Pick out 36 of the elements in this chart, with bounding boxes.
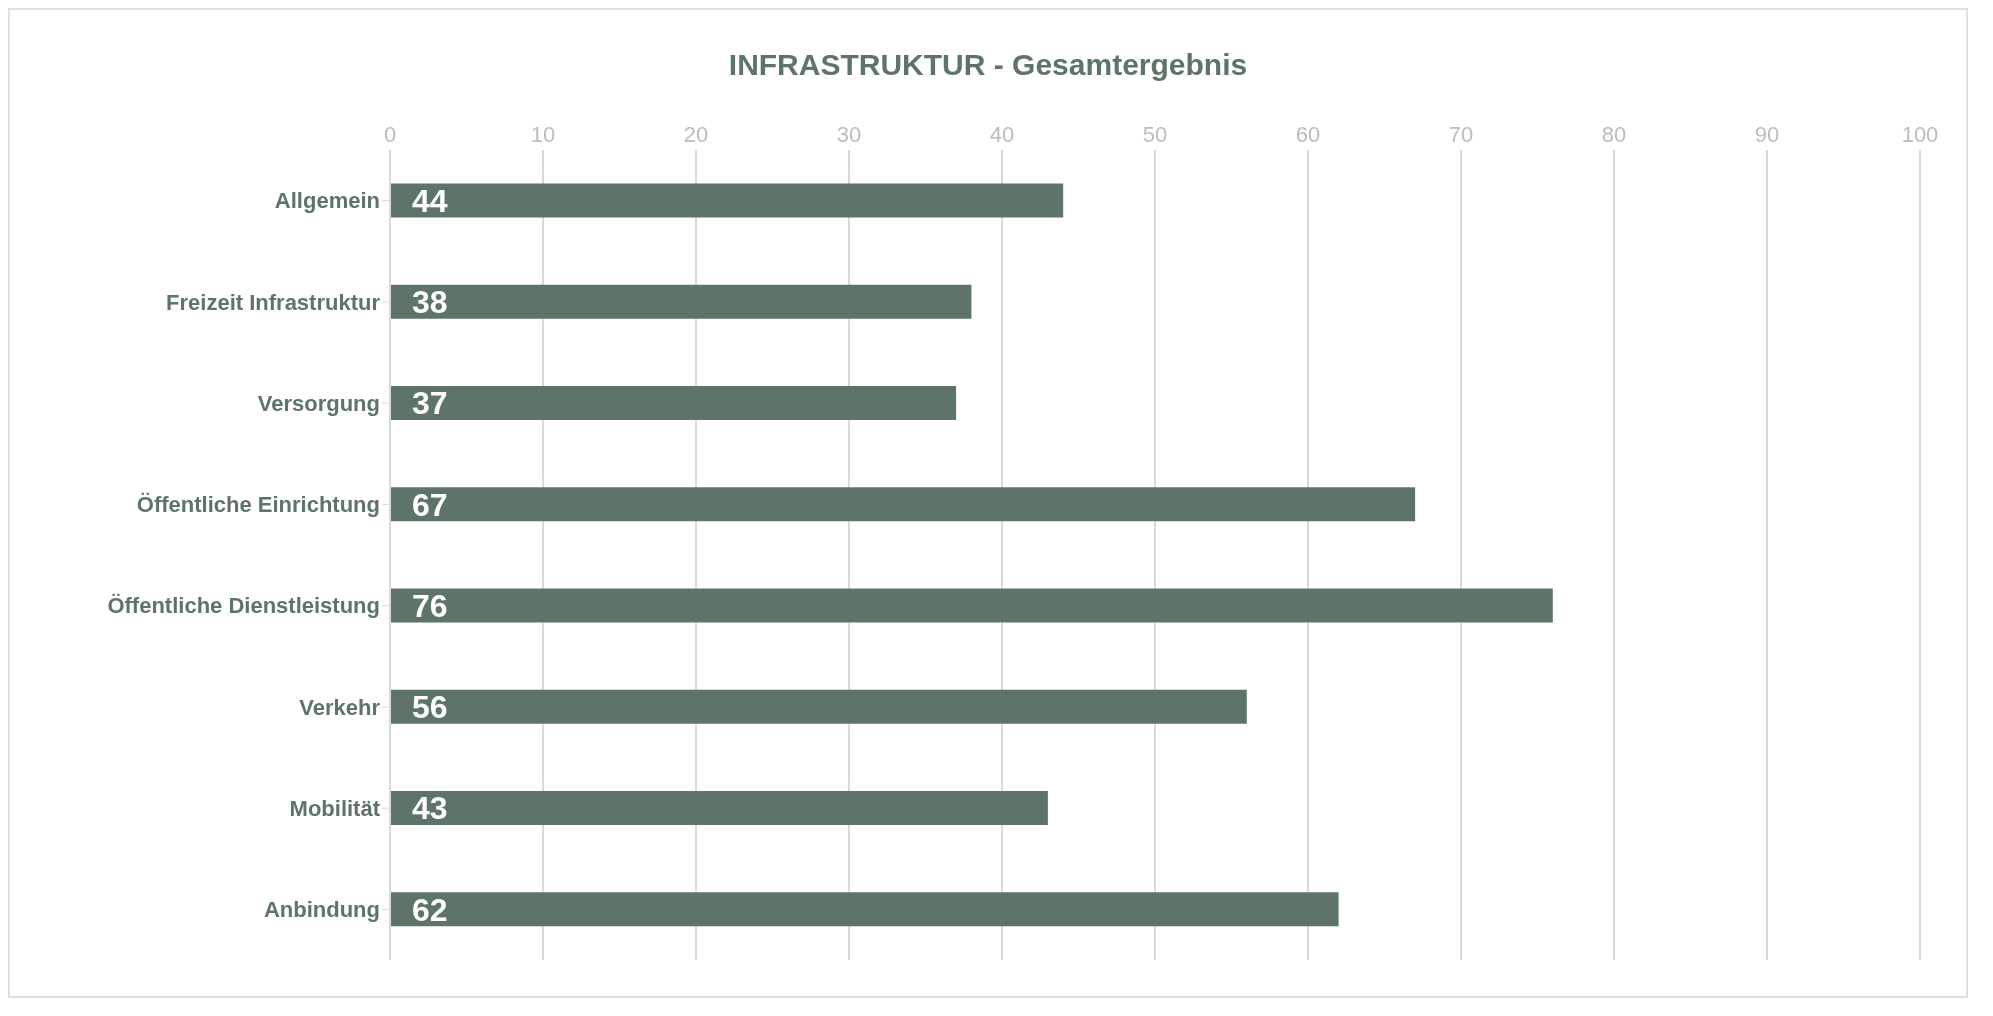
bar xyxy=(390,487,1416,522)
y-tick-label: Freizeit Infrastruktur xyxy=(166,289,381,315)
data-label: 37 xyxy=(412,385,448,422)
y-tick-label: Versorgung xyxy=(257,390,380,416)
bar xyxy=(390,183,1064,218)
x-tick-label: 0 xyxy=(383,122,397,147)
data-label: 43 xyxy=(412,790,448,827)
y-tick-label: Mobilität xyxy=(289,795,381,821)
bar xyxy=(390,588,1553,623)
data-label: 67 xyxy=(412,486,448,523)
y-tick-label: Öffentliche Dienstleistung xyxy=(107,593,380,619)
x-tick-label: 40 xyxy=(989,122,1015,147)
x-tick-label: 70 xyxy=(1448,122,1474,147)
data-label: 56 xyxy=(412,689,448,726)
chart-title: INFRASTRUKTUR - Gesamtergebnis xyxy=(727,47,1249,83)
x-tick-label: 20 xyxy=(683,122,709,147)
y-tick-label: Anbindung xyxy=(263,897,380,923)
x-tick-label: 60 xyxy=(1295,122,1321,147)
y-tick-label: Allgemein xyxy=(274,188,380,214)
bar xyxy=(390,284,972,319)
x-tick-label: 10 xyxy=(530,122,556,147)
bar xyxy=(390,689,1247,724)
x-tick-label: 80 xyxy=(1601,122,1627,147)
data-label: 44 xyxy=(412,182,448,219)
x-tick-label: 30 xyxy=(836,122,862,147)
y-tick-label: Verkehr xyxy=(299,694,381,720)
x-tick-label: 50 xyxy=(1142,122,1168,147)
bar xyxy=(390,790,1048,825)
data-label: 62 xyxy=(412,891,448,928)
x-tick-label: 90 xyxy=(1754,122,1780,147)
bar xyxy=(390,385,957,420)
y-tick-label: Öffentliche Einrichtung xyxy=(136,492,380,518)
data-label: 76 xyxy=(412,587,448,624)
x-tick-label: 100 xyxy=(1901,122,1939,147)
bar xyxy=(390,892,1339,927)
data-label: 38 xyxy=(412,284,448,321)
